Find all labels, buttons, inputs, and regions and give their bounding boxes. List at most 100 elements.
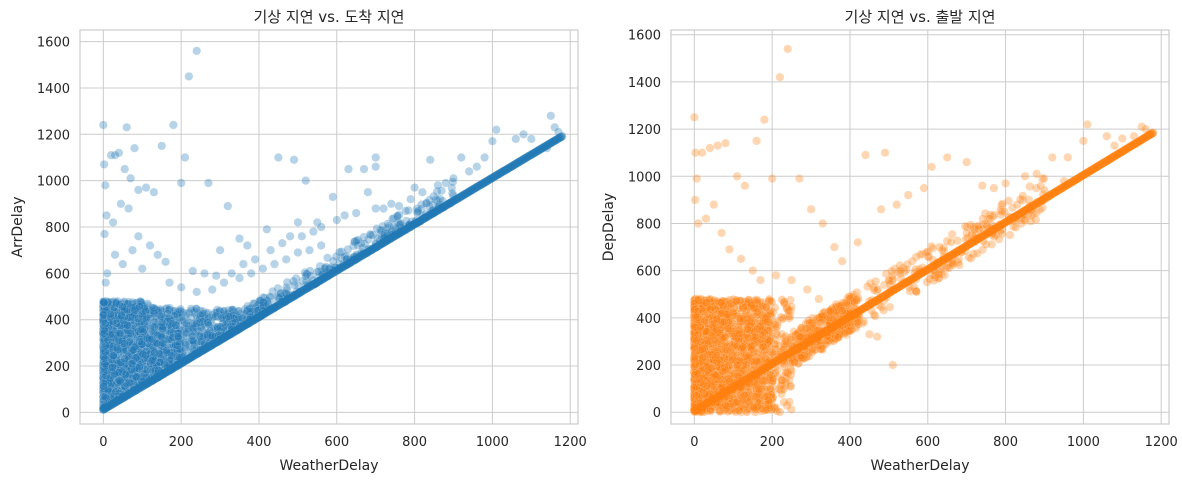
data-point bbox=[248, 306, 258, 316]
data-point bbox=[132, 350, 142, 360]
data-point bbox=[107, 349, 117, 359]
data-point bbox=[105, 297, 115, 307]
data-point bbox=[235, 273, 244, 283]
data-point bbox=[107, 338, 116, 348]
data-point bbox=[110, 319, 120, 329]
data-point bbox=[119, 303, 129, 313]
data-point bbox=[113, 365, 123, 375]
data-point bbox=[102, 307, 112, 317]
data-point bbox=[199, 310, 209, 320]
data-point bbox=[120, 363, 130, 373]
data-point bbox=[174, 342, 184, 352]
data-point bbox=[115, 365, 125, 375]
data-point bbox=[109, 372, 119, 382]
data-point bbox=[99, 354, 109, 364]
data-point bbox=[110, 338, 120, 348]
data-point bbox=[108, 358, 118, 368]
data-point bbox=[161, 257, 171, 267]
data-point bbox=[133, 343, 143, 353]
data-point bbox=[192, 319, 201, 328]
data-point bbox=[100, 328, 110, 338]
data-point bbox=[108, 368, 118, 378]
data-point bbox=[124, 204, 134, 213]
data-point bbox=[176, 348, 186, 358]
data-point bbox=[144, 355, 154, 364]
data-point bbox=[104, 346, 114, 356]
data-point bbox=[111, 344, 121, 354]
data-point bbox=[126, 305, 136, 315]
data-point bbox=[242, 306, 252, 316]
data-point bbox=[192, 304, 201, 314]
data-point bbox=[99, 312, 109, 322]
data-point bbox=[129, 340, 139, 350]
data-point bbox=[105, 331, 115, 341]
data-point bbox=[164, 316, 173, 326]
data-point bbox=[141, 183, 151, 193]
data-point bbox=[99, 341, 108, 351]
data-point bbox=[113, 375, 123, 385]
data-point bbox=[114, 148, 124, 158]
data-point bbox=[161, 304, 171, 314]
data-point bbox=[138, 368, 148, 378]
data-point bbox=[102, 339, 112, 349]
data-point bbox=[120, 310, 130, 320]
data-point bbox=[136, 305, 146, 315]
data-point bbox=[103, 363, 113, 373]
data-point bbox=[98, 298, 108, 308]
data-point bbox=[198, 333, 207, 343]
y-tick-label: 600 bbox=[45, 267, 70, 282]
data-point bbox=[99, 395, 109, 405]
data-point bbox=[123, 299, 133, 309]
data-point bbox=[136, 351, 146, 361]
data-point bbox=[276, 289, 286, 299]
data-points bbox=[98, 46, 567, 414]
data-point bbox=[242, 241, 252, 250]
data-point bbox=[187, 337, 197, 347]
data-point bbox=[119, 316, 129, 326]
data-point bbox=[163, 326, 173, 336]
data-point bbox=[145, 351, 155, 361]
data-point bbox=[137, 351, 147, 361]
data-point bbox=[103, 300, 113, 310]
data-point bbox=[114, 371, 124, 381]
data-point bbox=[260, 293, 270, 303]
data-point bbox=[209, 323, 219, 333]
data-point bbox=[135, 359, 145, 369]
data-point bbox=[99, 307, 109, 317]
data-point bbox=[340, 210, 350, 220]
data-point bbox=[105, 374, 115, 384]
data-point bbox=[165, 348, 175, 358]
data-point bbox=[141, 305, 151, 315]
data-point bbox=[164, 355, 174, 365]
data-point bbox=[114, 333, 123, 343]
data-point bbox=[199, 330, 209, 339]
data-point bbox=[281, 283, 291, 293]
data-point bbox=[113, 316, 123, 326]
data-point bbox=[98, 334, 108, 344]
data-point bbox=[145, 345, 155, 355]
data-point bbox=[108, 378, 118, 388]
data-point bbox=[162, 349, 172, 359]
data-point bbox=[258, 299, 268, 309]
data-point bbox=[282, 277, 292, 287]
data-point bbox=[100, 354, 109, 364]
data-point bbox=[142, 331, 152, 340]
data-point bbox=[99, 352, 109, 362]
data-point bbox=[116, 336, 126, 346]
data-point bbox=[113, 326, 123, 336]
data-point bbox=[171, 321, 181, 330]
data-point bbox=[99, 321, 109, 331]
data-point bbox=[98, 360, 108, 370]
x-tick-label: 600 bbox=[324, 435, 349, 450]
data-point bbox=[137, 357, 147, 366]
data-point bbox=[158, 350, 168, 360]
data-point bbox=[109, 323, 119, 333]
data-point bbox=[116, 360, 126, 370]
data-point bbox=[99, 349, 109, 359]
data-point bbox=[175, 307, 185, 317]
data-point bbox=[220, 312, 230, 322]
data-point bbox=[389, 214, 399, 223]
data-point bbox=[214, 324, 224, 334]
data-point bbox=[109, 333, 118, 343]
data-point bbox=[116, 339, 125, 349]
